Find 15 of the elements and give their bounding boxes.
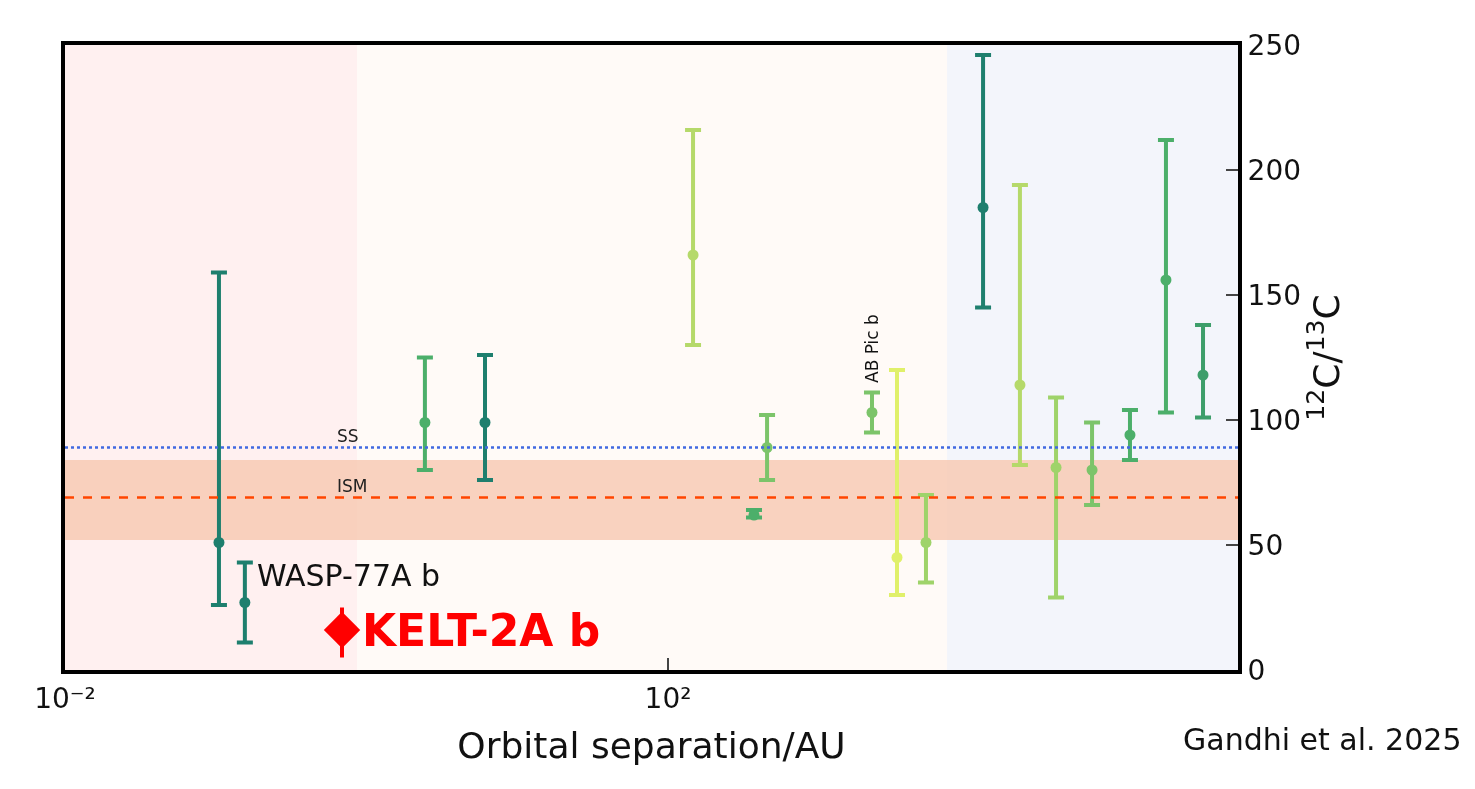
y-tick-label: 250	[1247, 28, 1302, 62]
text: Gandhi et al. 2025	[1183, 722, 1462, 757]
y-tick-label: 50	[1247, 528, 1284, 562]
y-tick-label: 200	[1247, 153, 1302, 187]
ref-line-label: ISM	[337, 476, 368, 496]
y-tick-label: 0	[1247, 653, 1266, 687]
legend-label: KELT-2A b	[362, 605, 601, 656]
annotation: WASP-77A b	[257, 558, 441, 593]
x-axis-title: Orbital separation/AU	[457, 724, 846, 766]
x-tick-label: 10²	[644, 681, 692, 715]
annotation: AB Pic b	[861, 314, 882, 383]
y-tick-label: 150	[1247, 278, 1302, 312]
x-tick-label: 10⁻²	[34, 681, 96, 715]
y-tick-label: 100	[1247, 403, 1302, 437]
ref-line-label: SS	[337, 426, 359, 446]
